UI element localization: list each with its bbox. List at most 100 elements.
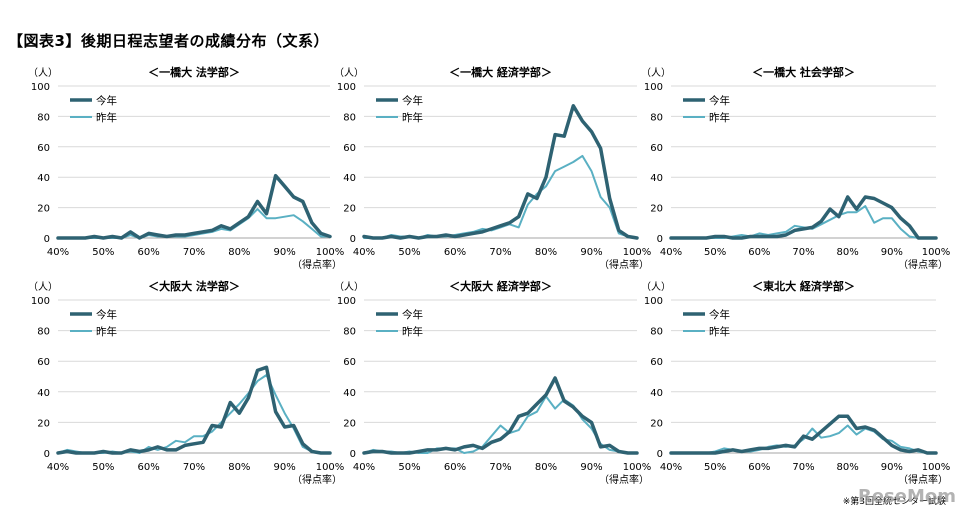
watermark-logo: ReseMom [857,486,956,507]
legend-label: 昨年 [402,325,423,338]
x-tick-label: 80% [837,247,859,258]
y-tick-label: 80 [37,327,50,338]
chart-title: ＜東北大 経済学部＞ [752,279,855,293]
y-tick-label: 80 [37,112,50,123]
y-unit-label: （人） [334,67,364,79]
x-tick-label: 40% [660,247,682,258]
x-tick-label: 70% [489,462,511,473]
series-line-current [669,414,938,455]
y-tick-label: 60 [37,143,50,154]
x-tick-label: 50% [92,247,114,258]
legend-label: 昨年 [709,325,730,338]
x-tick-label: 60% [444,247,466,258]
y-tick-label: 80 [343,327,356,338]
y-tick-label: 0 [657,449,663,460]
y-tick-label: 20 [650,204,663,215]
chart-hitotsubashi-economics: 0 20 40 60 80 100 40% 50% 60% 70% 80% 90% 100% （人） （得点… [334,65,651,271]
x-tick-label: 100% [922,247,951,258]
legend-label: 今年 [402,94,423,107]
y-tick-label: 20 [37,204,50,215]
x-tick-label: 40% [660,462,682,473]
legend-label: 今年 [709,94,730,107]
x-tick-label: 40% [47,247,69,258]
legend-label: 今年 [96,94,117,107]
y-tick-label: 40 [343,388,356,399]
chart-osaka-law: 0 20 40 60 80 100 40% 50% 60% 70% 80% 90% 100% （人） （得点… [28,279,344,486]
y-tick-label: 100 [337,82,356,93]
y-tick-label: 0 [350,234,356,245]
x-unit-label: （得点率） [292,258,342,271]
legend-label: 昨年 [96,325,117,338]
x-tick-label: 70% [792,462,814,473]
x-tick-label: 100% [623,462,652,473]
page-title: 【図表3】後期日程志望者の成績分布（文系） [8,32,329,50]
x-tick-label: 90% [274,462,296,473]
x-tick-label: 50% [398,247,420,258]
legend-label: 昨年 [402,111,423,124]
x-tick-label: 60% [138,247,160,258]
legend-label: 今年 [709,308,730,321]
x-tick-label: 70% [183,462,205,473]
chart-hitotsubashi-sociology: 0 20 40 60 80 100 40% 50% 60% 70% 80% 90% 100% （人） （得点… [641,65,950,271]
chart-title: ＜一橋大 経済学部＞ [449,65,552,79]
x-tick-label: 50% [398,462,420,473]
y-tick-label: 100 [31,82,50,93]
legend-label: 今年 [96,308,117,321]
y-tick-label: 0 [44,234,50,245]
y-tick-label: 100 [31,296,50,307]
x-tick-label: 100% [922,462,951,473]
y-tick-label: 40 [650,388,663,399]
x-unit-label: （得点率） [898,258,948,271]
x-tick-label: 100% [623,247,652,258]
series-line-current [56,365,332,455]
y-tick-label: 40 [37,173,50,184]
chart-tohoku-economics: 0 20 40 60 80 100 40% 50% 60% 70% 80% 90% 100% （人） （得点… [641,279,950,486]
x-tick-label: 40% [353,462,375,473]
x-tick-label: 50% [704,462,726,473]
x-tick-label: 70% [489,247,511,258]
x-tick-label: 80% [228,247,250,258]
x-tick-label: 90% [274,247,296,258]
legend-label: 昨年 [709,111,730,124]
y-tick-label: 60 [343,357,356,368]
series-line-current [362,376,639,455]
y-tick-label: 80 [650,112,663,123]
x-tick-label: 100% [316,462,345,473]
footnote: ※第3回全統センター試験 [842,497,946,507]
x-tick-label: 50% [704,247,726,258]
series-line-current [669,195,938,240]
x-tick-label: 80% [228,462,250,473]
x-tick-label: 90% [580,462,602,473]
x-tick-label: 70% [183,247,205,258]
legend-label: 今年 [402,308,423,321]
x-tick-label: 60% [444,462,466,473]
y-tick-label: 80 [343,112,356,123]
y-tick-label: 0 [350,449,356,460]
y-tick-label: 80 [650,327,663,338]
series-line-previous [57,374,331,454]
y-tick-label: 60 [343,143,356,154]
chart-title: ＜一橋大 法学部＞ [148,65,240,79]
y-tick-label: 40 [37,388,50,399]
x-tick-label: 90% [881,462,903,473]
y-unit-label: （人） [28,281,58,293]
x-unit-label: （得点率） [599,258,649,271]
y-unit-label: （人） [641,281,671,293]
x-tick-label: 60% [748,247,770,258]
y-tick-label: 60 [650,143,663,154]
x-tick-label: 70% [792,247,814,258]
x-tick-label: 40% [353,247,375,258]
y-tick-label: 40 [343,173,356,184]
x-tick-label: 100% [316,247,345,258]
y-tick-label: 0 [44,449,50,460]
y-tick-label: 100 [644,82,663,93]
x-tick-label: 80% [837,462,859,473]
y-unit-label: （人） [28,67,58,79]
y-tick-label: 20 [343,418,356,429]
y-tick-label: 100 [644,296,663,307]
y-tick-label: 20 [343,204,356,215]
